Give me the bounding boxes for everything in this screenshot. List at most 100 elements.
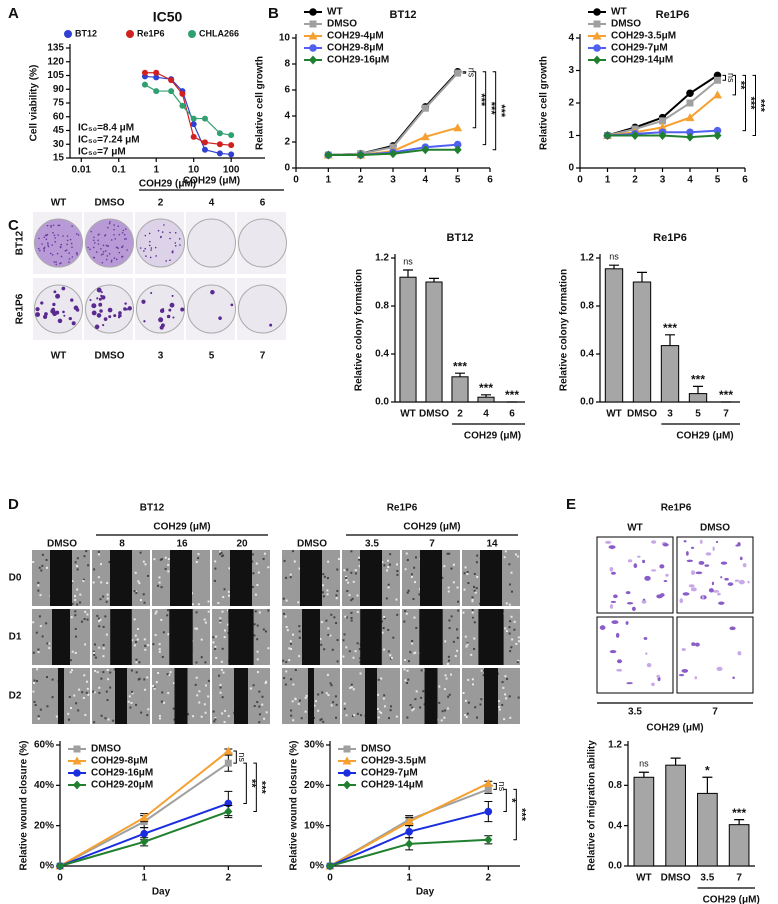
speckle [98,686,101,689]
colony [169,231,171,234]
speckle [253,634,256,637]
cell [627,559,633,563]
speckle [317,693,320,696]
colony [95,251,98,253]
speckle [465,645,468,648]
marker [484,807,493,816]
speckle [513,620,516,623]
x-axis-label: COH29 (μM) [139,179,196,190]
x-tick-label: 1 [141,873,147,884]
speckle [411,642,414,645]
colony [174,232,177,234]
speckle [356,611,359,614]
speckle [102,625,105,628]
speckle [256,701,259,704]
cell [616,659,623,664]
speckle [335,703,338,706]
speckle [160,586,163,589]
speckle [195,611,198,614]
speckle [163,701,166,704]
speckle [382,697,385,700]
speckle [405,612,408,615]
y-tick-label: 0.8 [580,301,594,312]
cell [626,601,634,605]
speckle [498,705,501,708]
x-tick-label: 3 [667,409,673,420]
colony [218,316,222,320]
colony [169,259,171,262]
speckle [326,673,329,676]
speckle [289,573,292,576]
speckle [256,638,259,641]
speckle [99,598,102,601]
speckle [224,709,227,712]
speckle [261,695,264,698]
photo [596,616,674,694]
cell [712,590,720,593]
wound-gap [302,609,320,665]
cell [604,540,612,544]
speckle [502,686,505,689]
speckle [253,623,256,626]
speckle [39,594,42,597]
point [201,115,208,122]
column-label: DMSO [95,351,125,362]
speckle [464,635,467,638]
legend-label: COH29-20μM [91,780,153,791]
colony [169,302,175,308]
speckle [471,600,474,603]
speckle [448,552,451,555]
speckle [135,661,138,664]
speckle [327,627,330,630]
speckle [457,600,460,603]
colony [64,250,67,252]
panel-label: E [566,496,576,513]
cell [685,551,689,556]
speckle [256,650,259,653]
speckle [377,693,380,696]
colony [94,324,100,330]
speckle [92,651,95,654]
speckle [335,594,338,597]
colony [150,292,153,295]
speckle [448,693,451,696]
speckle [356,712,359,715]
speckle [96,614,99,617]
speckle [410,575,413,578]
speckle [350,571,353,574]
speckle [387,559,390,562]
speckle [480,669,483,672]
colony [161,231,164,233]
point [190,115,197,122]
speckle [345,577,348,580]
legend-label: COH29-8μM [91,756,148,767]
speckle [134,634,137,637]
speckle [377,678,380,681]
cell [644,575,651,581]
point [168,77,175,84]
marker [713,126,722,135]
colony [101,261,104,264]
significance-bracket [253,762,257,813]
wound-gap [360,550,382,606]
marker [453,123,463,132]
speckle [438,685,441,688]
bar [632,281,652,403]
legend-marker [64,30,72,38]
speckle [404,568,407,571]
colony [99,309,103,313]
speckle [79,601,82,604]
speckle [70,707,73,710]
speckle [45,566,48,569]
speckle [137,580,140,583]
speckle [71,650,74,653]
legend-label: COH29-14μM [611,55,673,66]
cell [599,625,606,630]
ic50-label: IC₅₀=8.4 μM [78,123,134,134]
speckle [256,658,259,661]
cell [738,579,745,585]
speckle [74,610,77,613]
dish [34,284,83,334]
marker [686,128,694,137]
speckle [351,714,354,717]
